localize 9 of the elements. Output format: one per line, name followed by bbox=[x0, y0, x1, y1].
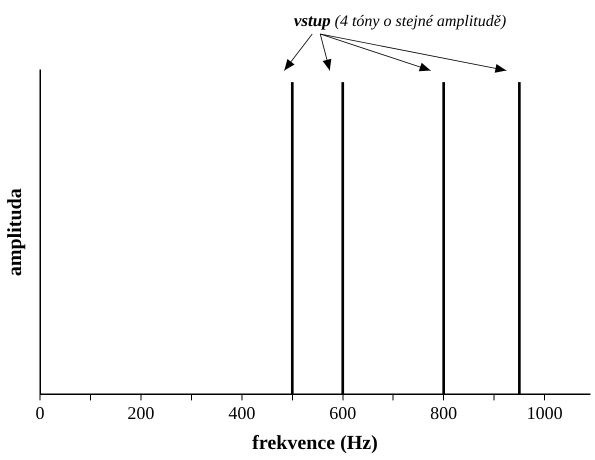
x-tick-label: 600 bbox=[329, 402, 356, 423]
x-tick-label: 800 bbox=[430, 402, 458, 423]
text: vstup (4 tóny o stejné amplitudě) bbox=[294, 11, 506, 30]
y-axis-title: amplituda bbox=[4, 188, 26, 276]
x-tick-label: 0 bbox=[36, 402, 44, 423]
x-tick-label: 400 bbox=[228, 402, 256, 423]
x-tick-label: 200 bbox=[127, 402, 154, 423]
x-axis-title: frekvence (Hz) bbox=[252, 432, 378, 454]
x-tick-label: 1000 bbox=[526, 402, 563, 423]
